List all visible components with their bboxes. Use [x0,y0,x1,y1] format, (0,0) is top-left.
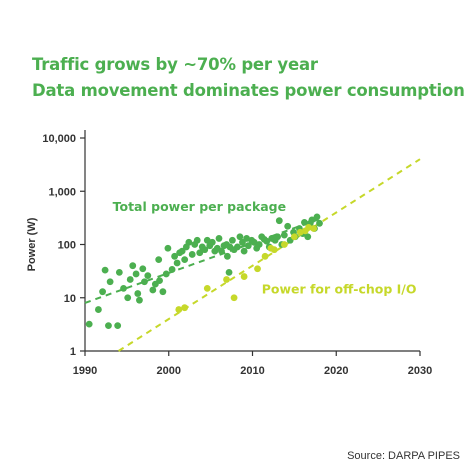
total-power-point [275,217,283,225]
total-power-point [129,262,137,270]
total-power-point [181,256,189,264]
io-power-point [230,294,238,302]
total-power-point [144,272,152,280]
total-power-point [316,219,323,227]
io-power-point [280,241,288,248]
total-power-point [136,296,143,304]
total-power-point [99,288,106,296]
total-power-point [164,244,172,252]
total-power-point [280,231,288,239]
total-power-point [132,270,140,278]
total-power-point [85,320,93,328]
x-tick-label: 2020 [324,365,348,377]
total-power-point [168,266,176,273]
total-power-point [255,241,263,248]
total-power-point [274,233,282,241]
trend-line [84,218,320,304]
total-power-point [236,233,244,241]
total-power-point [218,247,225,255]
x-tick-label: 2000 [157,365,181,377]
x-tick-label: 2010 [240,365,264,377]
series-annotations: Total power per package Power for off-cho… [113,199,417,297]
total-power-point [301,219,308,226]
total-power-point [162,270,170,278]
total-power-point [155,256,163,264]
total-power-point [240,247,248,255]
total-power-point [156,277,163,284]
total-power-point [244,242,252,250]
y-tick-label: 100 [58,240,76,252]
total-power-point [313,213,321,221]
total-power-point [171,252,179,260]
total-power-point [234,243,241,251]
total-power-point [193,236,201,244]
io-power-point [310,225,318,232]
total-power-point [120,284,127,292]
trend-line [117,158,421,352]
total-power-point [223,252,231,260]
total-power-point [101,266,109,274]
total-power-point [134,290,142,297]
io-power-point [203,284,211,292]
total-power-point [308,216,316,224]
x-tick-label: 1990 [73,365,97,377]
chart-titles: Traffic grows by ~70% per year Data move… [32,52,465,104]
total-power-point [304,233,312,241]
total-power-point [208,238,216,246]
io-power-point [270,246,278,254]
total-power-point [185,238,193,246]
total-power-point [284,222,292,230]
y-tick-label: 10,000 [42,133,76,145]
y-tick-label: 1,000 [48,186,76,198]
y-tick-label: 10 [64,293,76,305]
total-power-point [173,259,181,267]
headline-line-1: Traffic grows by ~70% per year [32,55,318,74]
total-power-point [196,249,204,257]
total-power-point [115,268,123,276]
io-power-point [175,306,183,313]
total-power-point [95,306,102,313]
total-power-point [105,322,112,329]
total-power-point [263,237,271,245]
total-power-point [201,246,209,254]
trend-lines [84,158,421,352]
x-tick-label: 2030 [408,365,432,377]
total-power-point [159,288,167,296]
io-power-point [181,304,189,312]
total-power-point [225,268,233,276]
y-axis-title: Power (W) [26,217,38,271]
data-points [85,213,323,329]
total-power-label: Total power per package [113,199,287,214]
io-power-point [240,273,248,280]
y-tick-label: 1 [70,346,76,358]
total-power-point [188,251,196,258]
total-power-point [141,278,148,286]
io-power-label: Power for off-chop I/O [262,282,417,297]
total-power-point [124,294,132,302]
total-power-point [114,322,122,329]
source-credit: Source: DARPA PIPES [347,450,460,462]
headline-line-2: Data movement dominates power consumptio… [32,81,465,100]
io-power-point [254,265,261,273]
total-power-point [178,247,186,255]
total-power-point [229,236,236,244]
io-power-point [261,252,269,260]
total-power-point [215,235,223,242]
total-power-point [106,278,114,286]
total-power-point [126,276,134,283]
total-power-point [149,286,157,294]
total-power-point [139,265,147,273]
axes-layer: 1 10 100 1,000 10,000 1990 2000 2010 2020 2030 Pow… [26,130,432,377]
io-power-point [223,276,230,283]
io-power-point [290,233,298,241]
